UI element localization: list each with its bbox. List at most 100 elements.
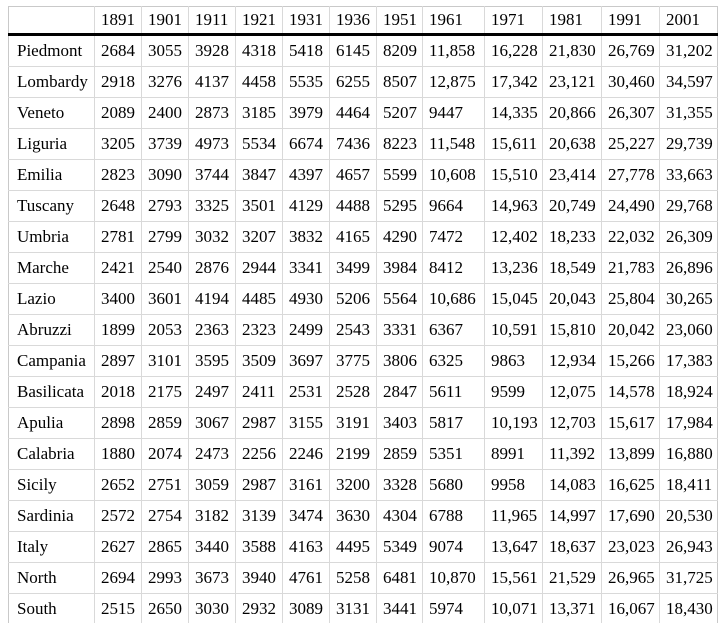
table-row: South 2515 2650 3030 2932 3089 3131 3441 5974 10,… (8, 593, 718, 623)
value-cell: 5599 (376, 159, 423, 191)
value-cell: 17,383 (659, 345, 718, 377)
region-label: Apulia (8, 407, 95, 439)
value-cell: 2987 (235, 407, 283, 439)
value-cell: 18,430 (666, 599, 713, 618)
value-cell: 5418 (282, 34, 330, 67)
year-column-header: 1991 (601, 6, 660, 36)
value-cell: 2859 (141, 407, 189, 439)
value-cell: 3059 (188, 469, 236, 501)
value-cell: 13,899 (601, 438, 660, 470)
value-cell: 9599 (484, 376, 543, 408)
value-cell: 15,510 (484, 159, 543, 191)
value-cell: 31,202 (659, 34, 718, 67)
table-header-row: 1891 1901 1911 1921 1931 1936 1951 1961 1971 1981… (8, 6, 718, 36)
value-cell: 3832 (282, 221, 330, 253)
value-cell: 14,083 (542, 469, 602, 501)
value-cell: 4194 (188, 283, 236, 315)
value-cell: 2650 (141, 593, 189, 623)
value-cell: 9863 (484, 345, 543, 377)
value-cell: 4495 (329, 531, 377, 563)
value-cell: 10,193 (484, 407, 543, 439)
value-cell: 10,608 (422, 159, 485, 191)
value-cell: 3325 (188, 190, 236, 222)
value-cell: 20,530 (659, 500, 718, 532)
value-cell: 2175 (141, 376, 189, 408)
value-cell: 2873 (188, 97, 236, 129)
year-column-header: 1981 (542, 6, 602, 36)
region-label: Basilicata (8, 376, 95, 408)
value-cell: 3205 (94, 128, 142, 160)
value-cell: 3182 (188, 500, 236, 532)
corner-header-cell (8, 6, 95, 36)
value-cell: 4488 (329, 190, 377, 222)
value-cell: 5680 (422, 469, 485, 501)
value-cell: 14,335 (484, 97, 543, 129)
value-cell: 5351 (422, 438, 485, 470)
value-cell: 13,371 (542, 593, 602, 623)
table-row: Umbria 2781 2799 3032 3207 3832 4165 4290 7472 12… (8, 221, 718, 253)
value-cell: 5611 (422, 376, 485, 408)
value-cell: 6325 (422, 345, 485, 377)
value-cell: 5207 (376, 97, 423, 129)
table-row: Lazio 3400 3601 4194 4485 4930 5206 5564 10,686 1… (8, 283, 718, 315)
value-cell: 3161 (282, 469, 330, 501)
value-cell: 2987 (235, 469, 283, 501)
value-cell: 2859 (376, 438, 423, 470)
region-label: North (8, 562, 95, 594)
value-cell: 11,965 (484, 500, 543, 532)
value-cell: 9447 (422, 97, 485, 129)
value-cell: 3440 (188, 531, 236, 563)
value-cell: 21,529 (542, 562, 602, 594)
region-label: Sicily (8, 469, 95, 501)
value-cell: 4304 (376, 500, 423, 532)
value-cell: 5974 (422, 593, 485, 623)
table-row: Veneto 2089 2400 2873 3185 3979 4464 5207 9447 14… (8, 97, 718, 129)
region-label: Lombardy (8, 66, 95, 98)
value-cell: 4165 (329, 221, 377, 253)
value-cell: 4137 (188, 66, 236, 98)
value-cell: 3101 (141, 345, 189, 377)
value-cell: 3191 (329, 407, 377, 439)
value-cell: 3984 (376, 252, 423, 284)
value-cell: 26,965 (601, 562, 660, 594)
value-cell: 18,549 (542, 252, 602, 284)
value-cell: 8991 (484, 438, 543, 470)
year-column-header: 1911 (188, 6, 236, 36)
value-cell: 10,071 (484, 593, 543, 623)
value-cell: 3441 (376, 593, 423, 623)
value-cell: 5535 (282, 66, 330, 98)
value-cell: 15,617 (601, 407, 660, 439)
value-cell: 2793 (141, 190, 189, 222)
value-cell: 3499 (329, 252, 377, 284)
value-cell: 3090 (141, 159, 189, 191)
value-cell: 29,739 (659, 128, 718, 160)
value-cell: 3030 (188, 593, 236, 623)
value-cell: 7472 (422, 221, 485, 253)
value-cell: 13,236 (484, 252, 543, 284)
statistics-table: 1891 1901 1911 1921 1931 1936 1951 1961 1971 1981… (8, 6, 718, 623)
table-row: Tuscany 2648 2793 3325 3501 4129 4488 5295 9664 1… (8, 190, 718, 222)
value-cell: 29,768 (659, 190, 718, 222)
value-cell: 2497 (188, 376, 236, 408)
year-column-header: 1901 (141, 6, 189, 36)
value-cell: 3979 (282, 97, 330, 129)
value-cell: 2572 (94, 500, 142, 532)
region-label: Veneto (8, 97, 95, 129)
value-cell: 2543 (329, 314, 377, 346)
value-cell: 6481 (376, 562, 423, 594)
value-cell: 4657 (329, 159, 377, 191)
value-cell: 3630 (329, 500, 377, 532)
value-cell: 34,597 (659, 66, 718, 98)
value-cell: 21,830 (542, 34, 602, 67)
value-cell: 3131 (329, 593, 377, 623)
table-row: Lombardy 2918 3276 4137 4458 5535 6255 8507 12,8… (8, 66, 718, 98)
value-cell: 15,611 (484, 128, 543, 160)
table-row: Calabria 1880 2074 2473 2256 2246 2199 2859 5351… (8, 438, 718, 470)
value-cell: 5258 (329, 562, 377, 594)
value-cell: 4129 (282, 190, 330, 222)
value-cell: 14,963 (484, 190, 543, 222)
table-row: Italy 2627 2865 3440 3588 4163 4495 5349 9074 13,… (8, 531, 718, 563)
value-cell: 25,804 (601, 283, 660, 315)
table-row: Sardinia 2572 2754 3182 3139 3474 3630 4304 6788… (8, 500, 718, 532)
